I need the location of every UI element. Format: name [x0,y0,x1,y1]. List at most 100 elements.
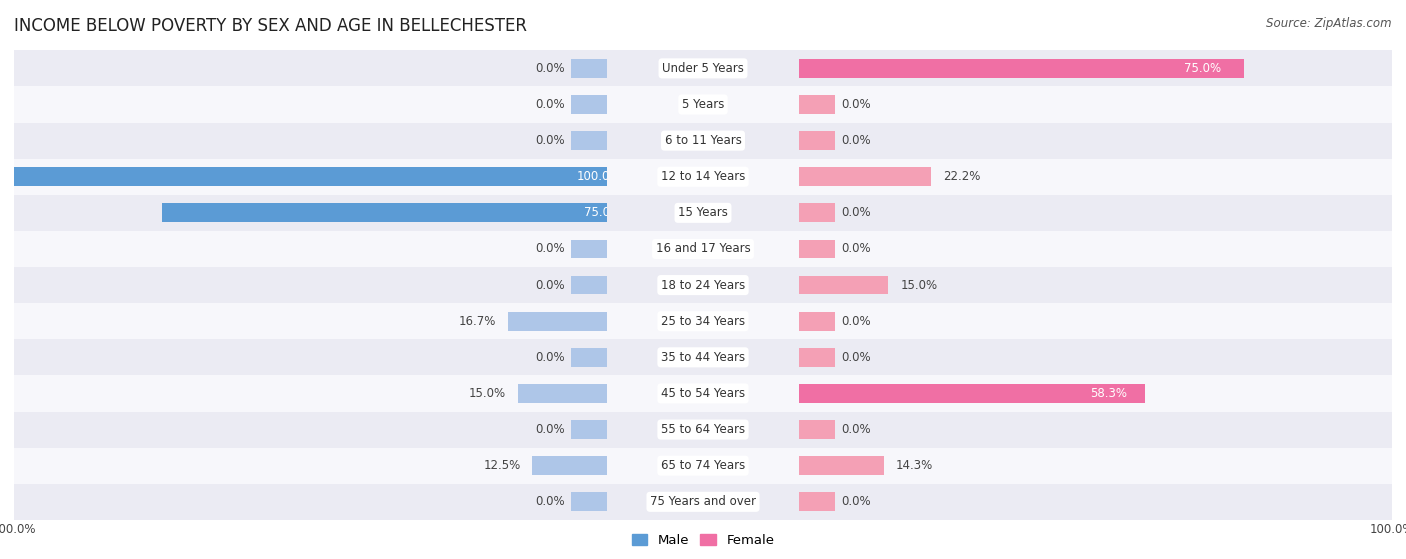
Bar [800,122,1392,159]
Bar [800,339,1392,376]
Text: 14.3%: 14.3% [896,459,934,472]
Text: 0.0%: 0.0% [536,243,565,255]
Text: 12 to 14 Years: 12 to 14 Years [661,170,745,183]
Bar [606,159,800,195]
Bar [606,122,800,159]
Bar [800,203,835,222]
Bar [14,303,606,339]
Bar [606,448,800,484]
Bar [14,87,606,122]
Bar [800,231,1392,267]
Text: 55 to 64 Years: 55 to 64 Years [661,423,745,436]
Bar [14,411,606,448]
Bar [800,159,1392,195]
Text: 0.0%: 0.0% [841,423,870,436]
Text: 25 to 34 Years: 25 to 34 Years [661,315,745,328]
Text: 58.3%: 58.3% [1091,387,1128,400]
Bar [800,59,1244,78]
Text: 75.0%: 75.0% [585,206,621,219]
Text: 75.0%: 75.0% [1184,62,1222,75]
Text: 0.0%: 0.0% [841,495,870,508]
Text: 0.0%: 0.0% [841,351,870,364]
Bar [606,303,800,339]
Legend: Male, Female: Male, Female [626,529,780,552]
Text: 15.0%: 15.0% [900,278,938,292]
Bar [800,167,931,186]
Bar [800,50,1392,87]
Text: 0.0%: 0.0% [536,62,565,75]
Text: 18 to 24 Years: 18 to 24 Years [661,278,745,292]
Bar [800,267,1392,303]
Text: 0.0%: 0.0% [841,315,870,328]
Bar [571,492,606,511]
Text: 0.0%: 0.0% [536,134,565,147]
Bar [14,484,606,520]
Text: 75 Years and over: 75 Years and over [650,495,756,508]
Text: 35 to 44 Years: 35 to 44 Years [661,351,745,364]
Bar [14,376,606,411]
Bar [14,339,606,376]
Text: 0.0%: 0.0% [536,278,565,292]
Bar [571,131,606,150]
Bar [800,276,889,295]
Bar [606,484,800,520]
Bar [14,122,606,159]
Text: 0.0%: 0.0% [536,423,565,436]
Text: 16.7%: 16.7% [458,315,496,328]
Text: 15 Years: 15 Years [678,206,728,219]
Text: 100.0%: 100.0% [576,170,621,183]
Text: 0.0%: 0.0% [536,351,565,364]
Bar [800,411,1392,448]
Bar [533,456,606,475]
Text: 22.2%: 22.2% [943,170,980,183]
Text: 45 to 54 Years: 45 to 54 Years [661,387,745,400]
Bar [800,312,835,330]
Text: 0.0%: 0.0% [841,243,870,255]
Bar [571,348,606,367]
Bar [800,492,835,511]
Text: Under 5 Years: Under 5 Years [662,62,744,75]
Bar [14,167,606,186]
Bar [606,195,800,231]
Bar [606,339,800,376]
Text: 15.0%: 15.0% [468,387,506,400]
Bar [571,59,606,78]
Bar [571,240,606,258]
Bar [14,448,606,484]
Bar [800,95,835,114]
Bar [800,384,1144,403]
Bar [517,384,606,403]
Bar [606,376,800,411]
Text: Source: ZipAtlas.com: Source: ZipAtlas.com [1267,17,1392,30]
Bar [800,448,1392,484]
Bar [800,456,884,475]
Bar [606,50,800,87]
Text: 0.0%: 0.0% [536,495,565,508]
Text: 0.0%: 0.0% [841,134,870,147]
Bar [800,195,1392,231]
Bar [606,231,800,267]
Text: 0.0%: 0.0% [536,98,565,111]
Bar [800,484,1392,520]
Bar [14,195,606,231]
Bar [14,159,606,195]
Text: 6 to 11 Years: 6 to 11 Years [665,134,741,147]
Text: 0.0%: 0.0% [841,206,870,219]
Text: 12.5%: 12.5% [484,459,520,472]
Bar [800,131,835,150]
Bar [800,420,835,439]
Text: 0.0%: 0.0% [841,98,870,111]
Bar [162,203,606,222]
Bar [606,267,800,303]
Bar [800,87,1392,122]
Bar [800,376,1392,411]
Text: 65 to 74 Years: 65 to 74 Years [661,459,745,472]
Bar [571,420,606,439]
Text: INCOME BELOW POVERTY BY SEX AND AGE IN BELLECHESTER: INCOME BELOW POVERTY BY SEX AND AGE IN B… [14,17,527,35]
Bar [14,267,606,303]
Bar [800,303,1392,339]
Bar [571,276,606,295]
Bar [800,348,835,367]
Bar [14,231,606,267]
Bar [800,240,835,258]
